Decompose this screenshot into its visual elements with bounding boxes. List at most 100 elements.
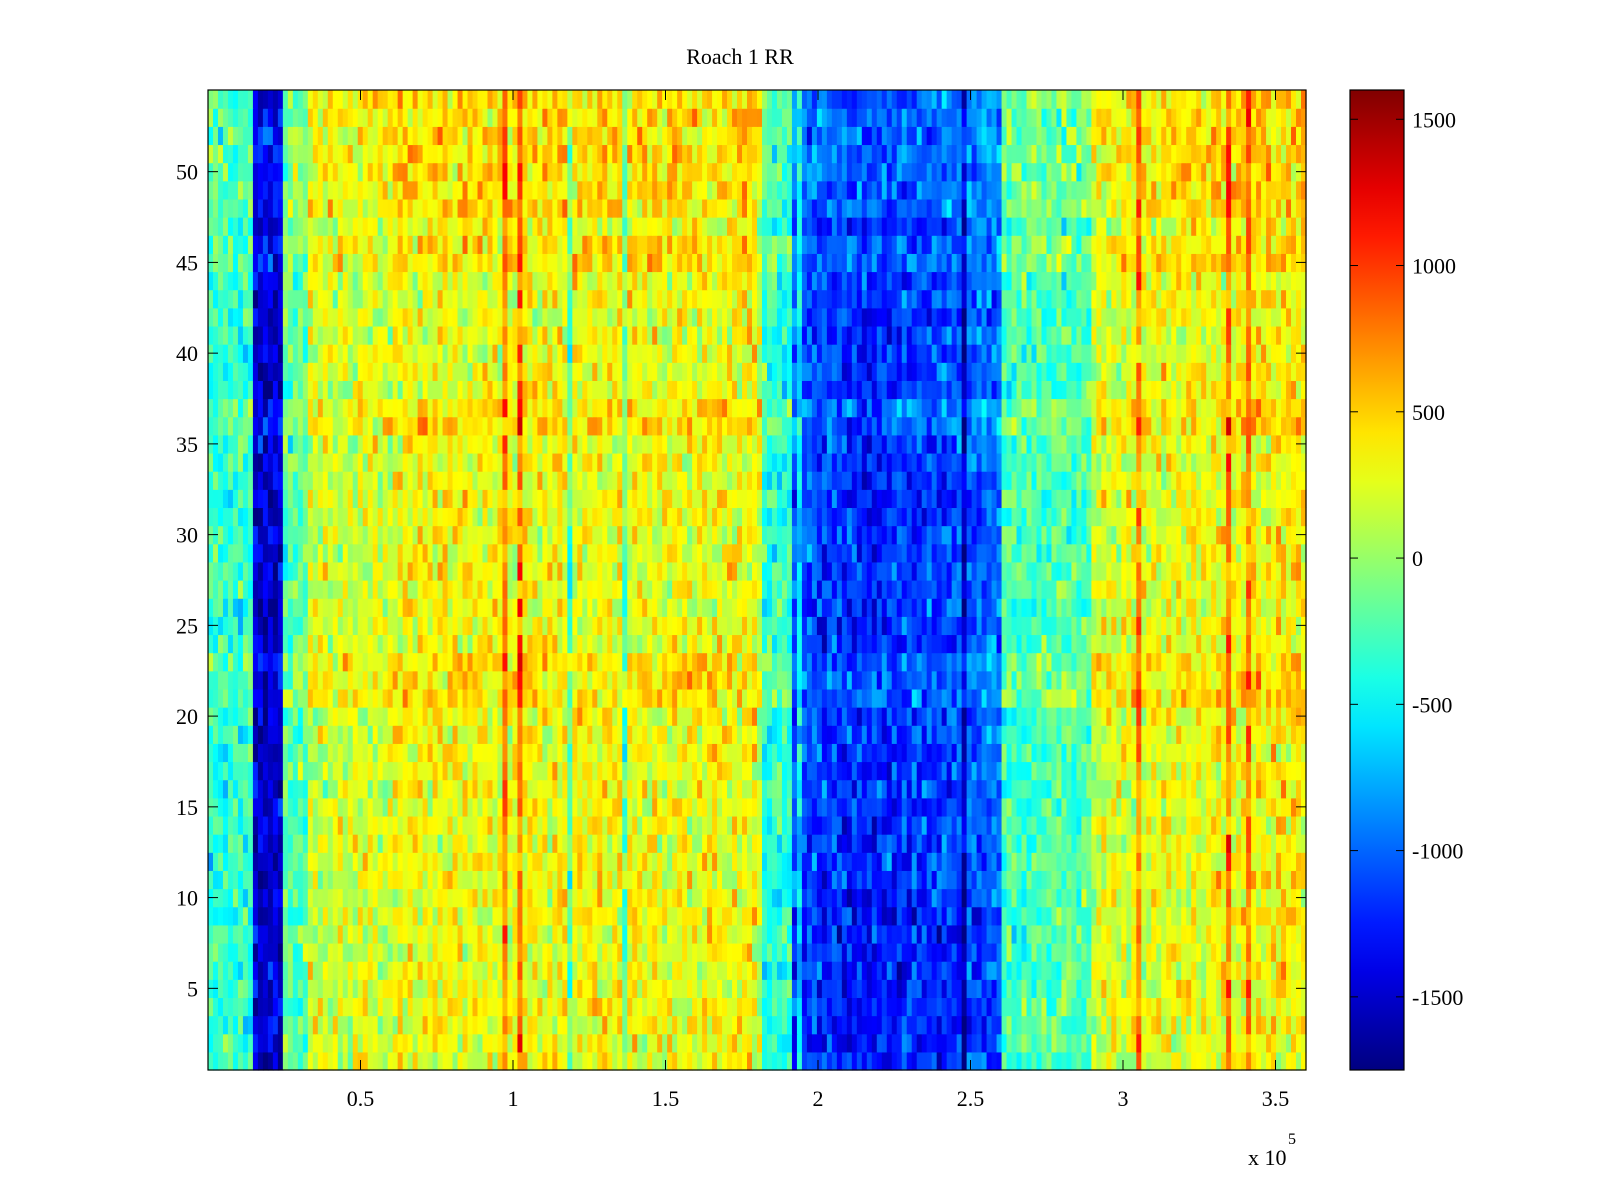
heatmap-cell: [876, 979, 883, 999]
heatmap-cell: [697, 779, 703, 799]
heatmap-cell: [337, 906, 344, 926]
heatmap-cell: [841, 997, 848, 1017]
heatmap-cell: [1101, 942, 1107, 962]
heatmap-cell: [1271, 797, 1277, 817]
heatmap-cell: [322, 743, 329, 763]
heatmap-cell: [552, 670, 558, 690]
heatmap-cell: [542, 852, 548, 871]
heatmap-cell: [487, 924, 494, 944]
heatmap-cell: [1146, 997, 1152, 1017]
heatmap-cell: [1076, 797, 1083, 817]
heatmap-cell: [462, 1033, 469, 1053]
heatmap-cell: [707, 924, 713, 944]
heatmap-cell: [552, 797, 558, 817]
heatmap-cell: [1276, 961, 1282, 980]
heatmap-cell: [707, 834, 713, 853]
heatmap-cell: [851, 870, 858, 890]
heatmap-cell: [1056, 761, 1063, 781]
heatmap-cell: [702, 906, 708, 926]
heatmap-cell: [786, 743, 793, 763]
heatmap-cell: [267, 652, 274, 672]
heatmap-cell: [966, 852, 973, 871]
heatmap-cell: [482, 834, 489, 853]
heatmap-cell: [652, 688, 658, 708]
heatmap-cell: [886, 779, 893, 799]
heatmap-cell: [377, 707, 384, 726]
heatmap-cell: [1206, 979, 1212, 999]
heatmap-cell: [422, 688, 429, 708]
heatmap-cell: [851, 725, 858, 744]
heatmap-cell: [1131, 1015, 1137, 1035]
heatmap-cell: [1041, 688, 1048, 708]
heatmap-cell: [761, 779, 768, 799]
heatmap-cell: [272, 725, 279, 744]
heatmap-cell: [1236, 707, 1242, 726]
heatmap-cell: [692, 924, 698, 944]
heatmap-cell: [452, 870, 459, 890]
heatmap-cell: [647, 688, 653, 708]
heatmap-cell: [1136, 815, 1142, 835]
heatmap-cell: [542, 652, 548, 672]
heatmap-cell: [971, 961, 978, 980]
heatmap-cell: [1031, 688, 1038, 708]
heatmap-cell: [896, 888, 903, 908]
heatmap-cell: [871, 652, 878, 672]
heatmap-cell: [377, 1033, 384, 1053]
heatmap-cell: [597, 979, 603, 999]
heatmap-cell: [981, 761, 988, 781]
heatmap-cell: [1161, 761, 1167, 781]
heatmap-cell: [896, 779, 903, 799]
heatmap-cell: [402, 652, 409, 672]
heatmap-cell: [906, 1015, 913, 1035]
heatmap-cell: [337, 979, 344, 999]
heatmap-cell: [921, 1015, 928, 1035]
heatmap-cell: [372, 797, 379, 817]
heatmap-cell: [981, 815, 988, 835]
heatmap-cell: [951, 1033, 958, 1053]
heatmap-cell: [796, 743, 803, 763]
heatmap-cell: [1216, 997, 1222, 1017]
heatmap-cell: [1021, 834, 1028, 853]
heatmap-cell: [901, 852, 908, 871]
heatmap-cell: [921, 942, 928, 962]
heatmap-cell: [796, 961, 803, 980]
heatmap-cell: [282, 761, 289, 781]
heatmap-cell: [272, 852, 279, 871]
heatmap-cell: [487, 906, 494, 926]
heatmap-cell: [287, 888, 294, 908]
heatmap-cell: [532, 979, 538, 999]
heatmap-cell: [1056, 670, 1063, 690]
heatmap-cell: [517, 888, 524, 908]
heatmap-cell: [217, 779, 224, 799]
heatmap-cell: [592, 779, 598, 799]
heatmap-cell: [352, 707, 359, 726]
heatmap-cell: [836, 815, 843, 835]
heatmap-cell: [752, 725, 758, 744]
heatmap-cell: [657, 888, 663, 908]
heatmap-cell: [1141, 779, 1147, 799]
heatmap-cell: [846, 743, 853, 763]
heatmap-cell: [727, 670, 733, 690]
heatmap-cell: [597, 779, 603, 799]
heatmap-cell: [1236, 906, 1242, 926]
heatmap-cell: [612, 725, 618, 744]
heatmap-cell: [512, 924, 519, 944]
heatmap-cell: [702, 852, 708, 871]
heatmap-cell: [866, 797, 873, 817]
heatmap-cell: [1261, 688, 1267, 708]
heatmap-cell: [312, 870, 319, 890]
heatmap-cell: [1251, 906, 1257, 926]
heatmap-cell: [1006, 1015, 1013, 1035]
heatmap-cell: [856, 979, 863, 999]
heatmap-cell: [552, 834, 558, 853]
heatmap-cell: [976, 1051, 983, 1071]
heatmap-cell: [1241, 707, 1247, 726]
heatmap-cell: [896, 797, 903, 817]
heatmap-cell: [931, 1033, 938, 1053]
heatmap-cell: [477, 779, 484, 799]
heatmap-cell: [682, 852, 688, 871]
heatmap-cell: [342, 815, 349, 835]
heatmap-cell: [467, 725, 474, 744]
heatmap-cell: [407, 688, 414, 708]
heatmap-cell: [397, 743, 404, 763]
